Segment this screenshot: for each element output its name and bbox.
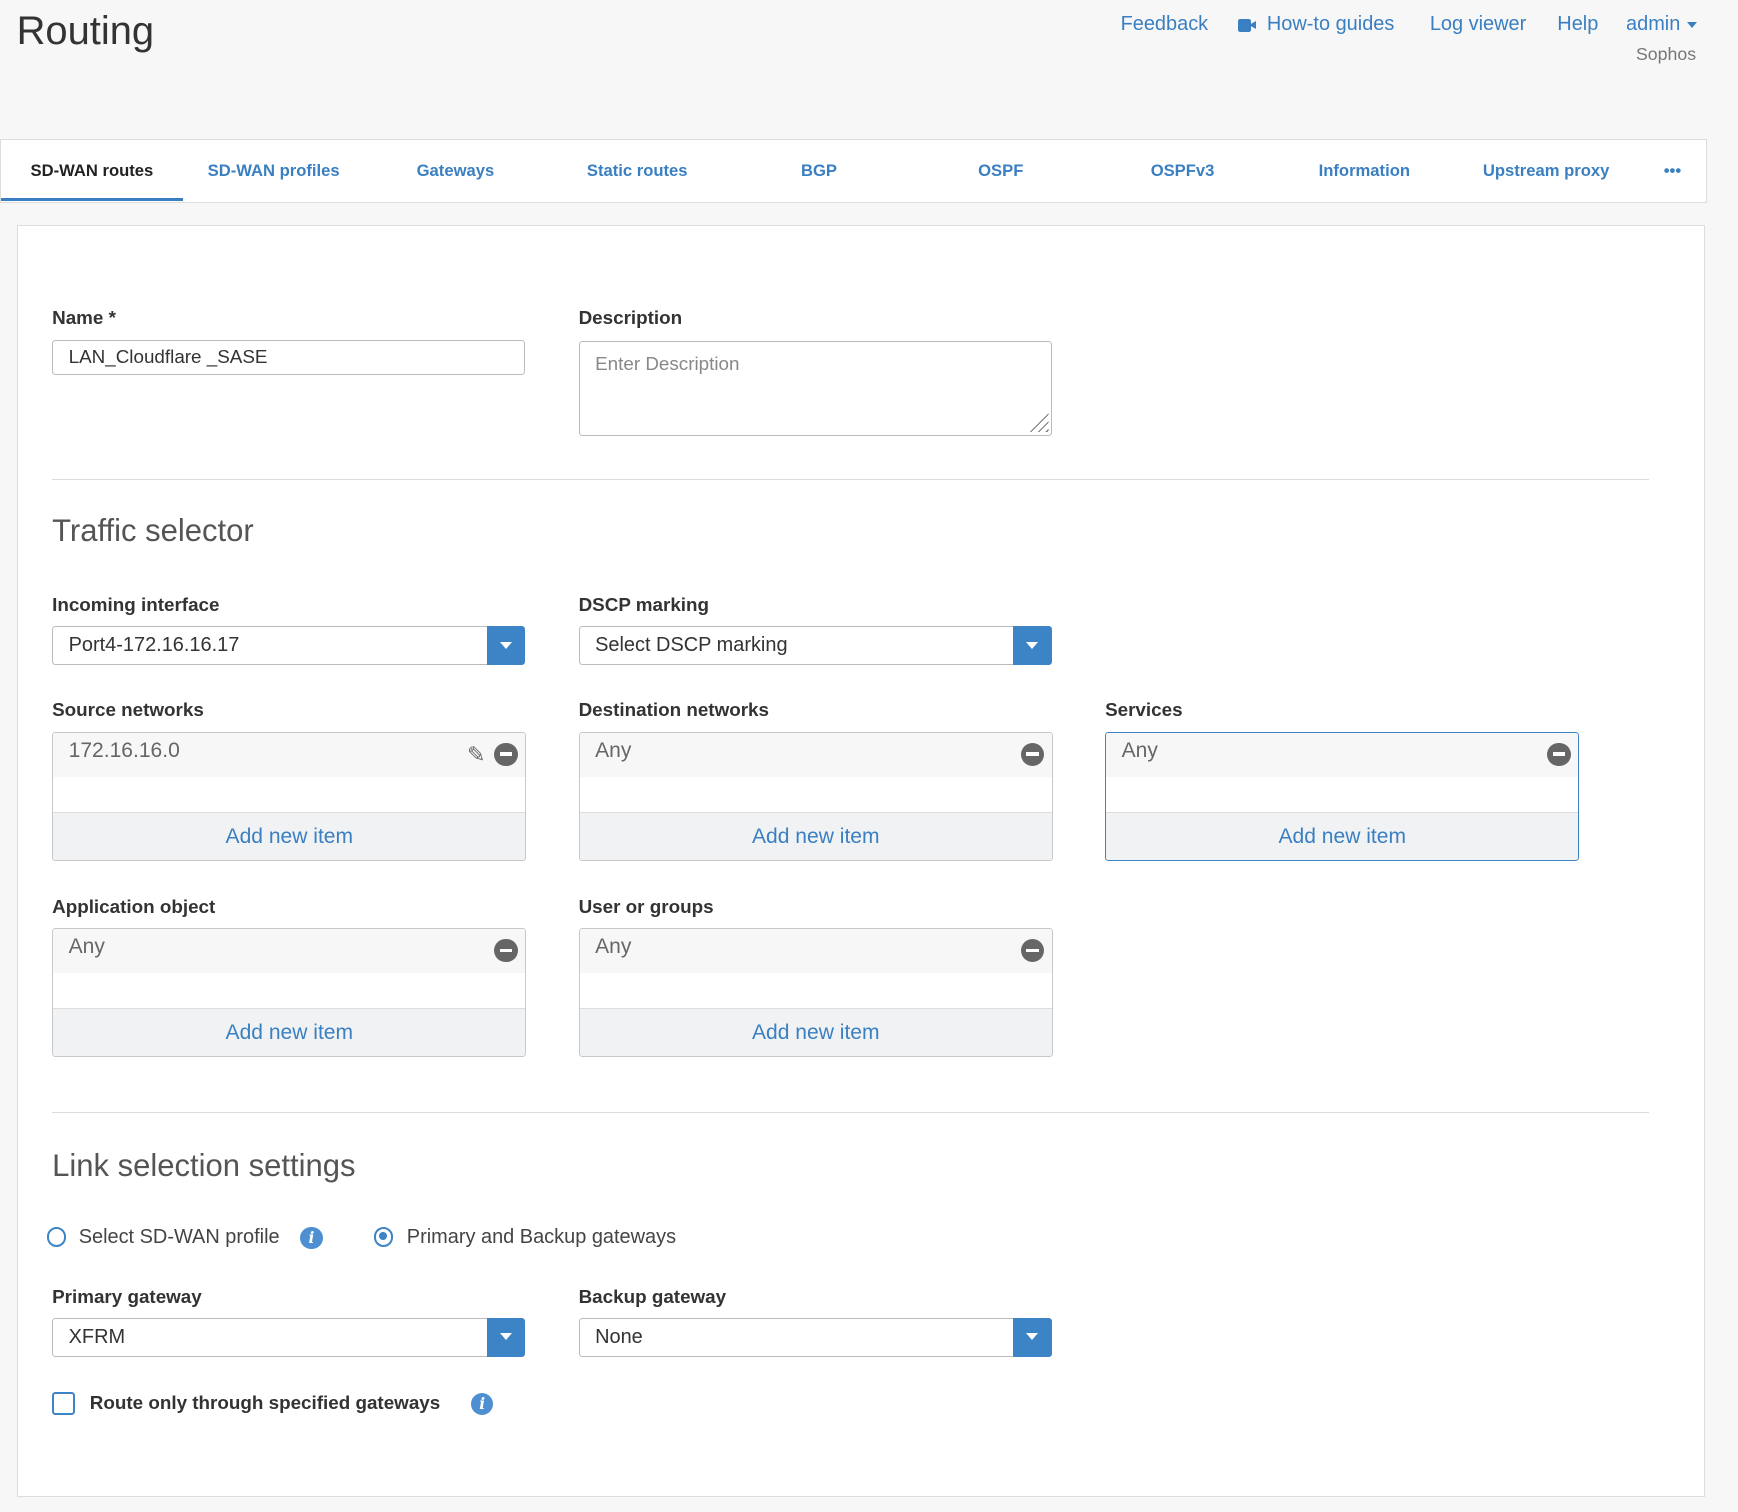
list-item-label: Any — [68, 934, 105, 958]
dscp-value: Select DSCP marking — [595, 634, 788, 657]
howto-guides-link[interactable]: How-to guides — [1266, 13, 1395, 36]
remove-icon[interactable] — [494, 742, 518, 766]
name-input[interactable]: LAN_Cloudflare _SASE — [52, 340, 526, 375]
form-panel — [16, 225, 1705, 1498]
add-new-item-button[interactable]: Add new item — [1106, 811, 1579, 861]
primary-gateway-value: XFRM — [68, 1325, 126, 1348]
source-networks-label: Source networks — [52, 699, 204, 721]
help-link[interactable]: Help — [1557, 13, 1599, 36]
dscp-label: DSCP marking — [578, 594, 710, 616]
info-icon[interactable]: i — [471, 1393, 494, 1416]
services-label: Services — [1105, 699, 1183, 721]
list-item-label: Any — [595, 934, 632, 958]
add-new-item-button[interactable]: Add new item — [579, 1007, 1052, 1057]
remove-icon[interactable] — [1547, 742, 1571, 766]
application-object-label: Application object — [52, 895, 216, 917]
radio-primary-backup[interactable] — [373, 1226, 394, 1247]
video-icon — [1238, 18, 1257, 33]
destination-networks-label: Destination networks — [578, 699, 769, 721]
incoming-interface-select[interactable]: Port4-172.16.16.17 — [52, 626, 526, 666]
tab-information[interactable]: Information — [1318, 160, 1410, 180]
route-only-label: Route only through specified gateways — [89, 1392, 441, 1414]
radio-sdwan-profile[interactable] — [46, 1226, 67, 1247]
route-only-checkbox[interactable] — [52, 1392, 76, 1416]
list-item: Any — [579, 732, 1052, 777]
destination-networks-list: Any Add new item — [578, 731, 1053, 862]
admin-label: admin — [1626, 13, 1681, 36]
dropdown-arrow-icon[interactable] — [1013, 626, 1052, 665]
more-tabs-icon[interactable]: ••• — [1663, 160, 1682, 180]
backup-gateway-label: Backup gateway — [578, 1285, 727, 1307]
dscp-select[interactable]: Select DSCP marking — [578, 626, 1052, 666]
divider — [52, 1111, 1650, 1113]
dropdown-arrow-icon[interactable] — [486, 626, 526, 665]
add-new-item-button[interactable]: Add new item — [53, 811, 526, 861]
list-item: Any — [1106, 732, 1579, 777]
list-item-label: Any — [1121, 738, 1158, 762]
user-groups-list: Any Add new item — [578, 927, 1053, 1058]
radio-primary-backup-label: Primary and Backup gateways — [406, 1225, 677, 1248]
tab-sdwan-profiles[interactable]: SD-WAN profiles — [207, 160, 340, 180]
info-icon[interactable]: i — [300, 1226, 323, 1250]
list-item-label: 172.16.16.0 — [68, 738, 180, 762]
remove-icon[interactable] — [1020, 742, 1045, 766]
radio-sdwan-profile-label: Select SD-WAN profile — [78, 1225, 280, 1248]
remove-icon[interactable] — [1020, 938, 1045, 962]
link-selection-heading: Link selection settings — [52, 1148, 356, 1184]
list-item: Any — [53, 928, 526, 974]
traffic-selector-heading: Traffic selector — [52, 513, 254, 549]
dropdown-arrow-icon[interactable] — [486, 1317, 526, 1357]
log-viewer-link[interactable]: Log viewer — [1429, 13, 1527, 36]
user-groups-label: User or groups — [578, 895, 714, 917]
tab-gateways[interactable]: Gateways — [416, 160, 495, 180]
incoming-interface-value: Port4-172.16.16.17 — [68, 634, 240, 657]
primary-gateway-select[interactable]: XFRM — [52, 1317, 526, 1357]
feedback-link[interactable]: Feedback — [1120, 13, 1209, 36]
tab-sdwan-routes[interactable]: SD-WAN routes — [1, 140, 183, 202]
tab-ospf[interactable]: OSPF — [978, 160, 1024, 180]
primary-gateway-label: Primary gateway — [52, 1285, 202, 1307]
add-new-item-button[interactable]: Add new item — [53, 1007, 526, 1057]
incoming-interface-label: Incoming interface — [52, 594, 220, 616]
add-new-item-button[interactable]: Add new item — [579, 811, 1052, 861]
tab-ospfv3[interactable]: OSPFv3 — [1150, 160, 1215, 180]
list-item-label: Any — [595, 738, 632, 762]
dropdown-arrow-icon[interactable] — [1013, 1317, 1052, 1357]
tab-static-routes[interactable]: Static routes — [586, 160, 688, 180]
tab-bgp[interactable]: BGP — [800, 160, 837, 180]
application-object-list: Any Add new item — [52, 927, 527, 1058]
backup-gateway-select[interactable]: None — [578, 1317, 1052, 1357]
description-textarea[interactable]: Enter Description — [578, 341, 1052, 436]
remove-icon[interactable] — [494, 938, 518, 962]
org-name: Sophos — [1635, 44, 1697, 65]
list-item: Any — [579, 928, 1052, 974]
services-list: Any Add new item — [1105, 731, 1580, 862]
pencil-icon[interactable]: ✎ — [467, 741, 486, 767]
name-label: Name * — [52, 307, 116, 329]
page-title: Routing — [16, 8, 155, 53]
tab-bar: SD-WAN routes SD-WAN profiles Gateways S… — [0, 138, 1707, 203]
source-networks-list: 172.16.16.0 ✎ Add new item — [52, 731, 527, 862]
list-item: 172.16.16.0 ✎ — [53, 732, 526, 777]
backup-gateway-value: None — [595, 1325, 643, 1348]
divider — [52, 478, 1650, 480]
admin-menu[interactable]: admin — [1626, 13, 1697, 36]
tab-upstream-proxy[interactable]: Upstream proxy — [1482, 160, 1610, 180]
caret-down-icon — [1686, 22, 1697, 29]
description-label: Description — [578, 307, 683, 329]
